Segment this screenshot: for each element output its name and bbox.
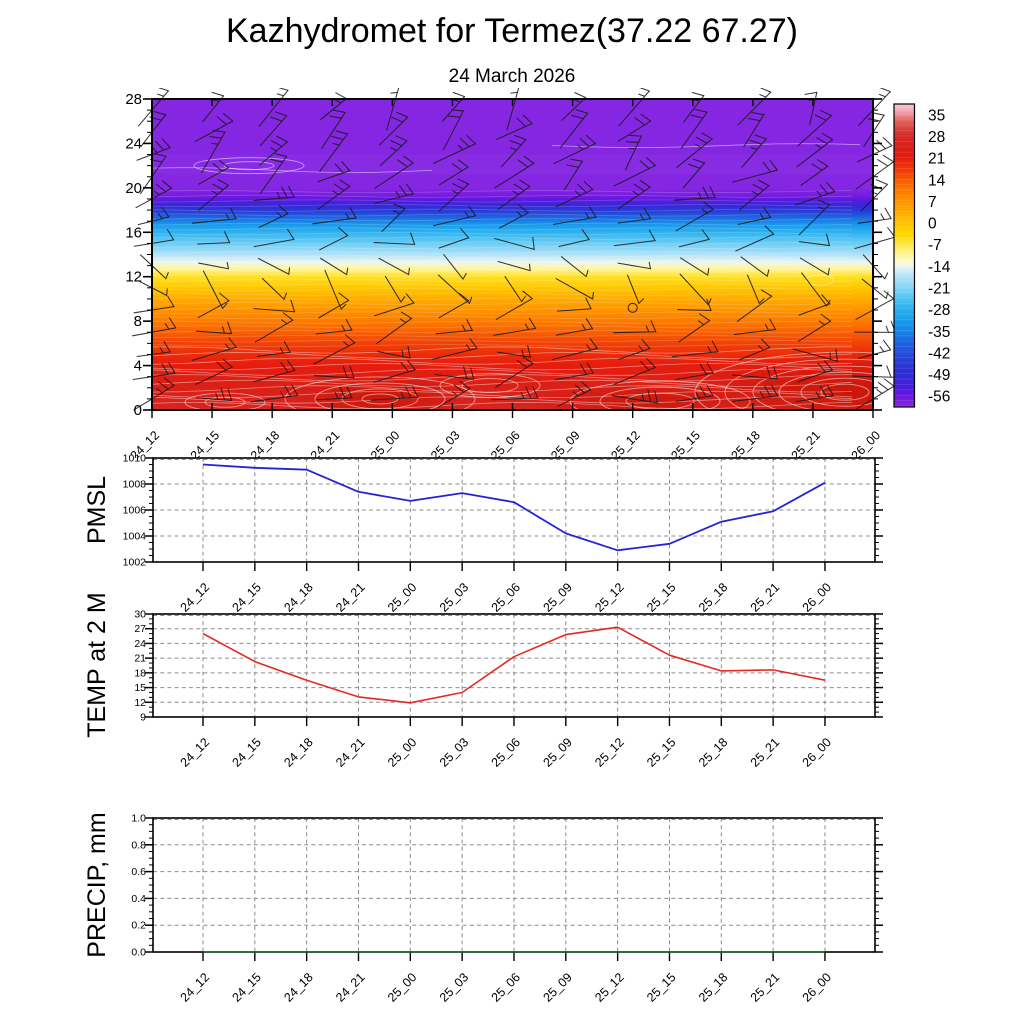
cross-ytick-label: 28 (125, 91, 142, 108)
axes (145, 817, 883, 961)
time-tick-label: 25_03 (437, 970, 472, 1005)
colorbar-tick-label: 35 (928, 107, 945, 124)
y-tick-label: 0.2 (131, 920, 146, 932)
y-tick-label: 0.6 (131, 866, 146, 878)
y-tick-label: 18 (134, 667, 146, 679)
y-tick-label: 1006 (123, 505, 147, 517)
colorbar-tick-label: -35 (928, 324, 950, 341)
precip-panel: 0.0 0.2 0.4 0.6 0.8 1.0 24_12 24_15 24_18 24_21 25… (131, 813, 883, 1005)
y-tick-label: 1.0 (131, 813, 146, 825)
time-tick-label: 25_09 (540, 970, 575, 1005)
y-tick-label: 12 (134, 697, 146, 709)
time-tick-label: 24_12 (178, 970, 213, 1005)
colorbar-tick-label: 21 (928, 151, 945, 168)
time-tick-label: 25_00 (385, 970, 420, 1005)
time-tick-label: 24_18 (281, 735, 316, 768)
colorbar-tick-label: 28 (928, 129, 945, 146)
colorbar-tick-label: 14 (928, 172, 946, 189)
gridlines (153, 458, 875, 562)
time-tick-label: 25_15 (644, 735, 679, 768)
temp-at-2m-line (202, 626, 826, 704)
time-tick-label: 24_21 (333, 735, 368, 768)
time-tick-label: 25_18 (696, 970, 731, 1005)
time-tick-label: 25_00 (385, 735, 420, 768)
cross-ytick-label: 20 (125, 180, 142, 197)
page-title: Kazhydromet for Termez(37.22 67.27) (226, 12, 798, 50)
cross-ytick-label: 8 (134, 313, 142, 330)
pmsl-line (202, 463, 826, 552)
cross-ytick-label: 4 (134, 358, 142, 375)
colorbar-tick-label: -21 (928, 280, 950, 297)
tick-labels: 0.0 0.2 0.4 0.6 0.8 1.0 24_12 24_15 24_18 24_21 25… (131, 813, 834, 1005)
time-tick-label: 25_21 (748, 735, 783, 768)
time-tick-label: 24_21 (333, 970, 368, 1005)
y-tick-label: 1010 (123, 453, 147, 465)
time-tick-label: 25_21 (748, 970, 783, 1005)
colorbar-tick-label: -49 (928, 367, 950, 384)
temperature-field (152, 99, 873, 410)
colorbar-tick-label: -14 (928, 259, 951, 276)
y-tick-label: 0.0 (131, 947, 146, 959)
wind-barbs-layer (132, 88, 899, 411)
y-tick-label: 21 (134, 653, 146, 665)
time-tick-label: 25_06 (489, 970, 524, 1005)
y-tick-label: 15 (134, 682, 146, 694)
y-tick-label: 24 (134, 638, 146, 650)
time-tick-label: 25_12 (592, 970, 627, 1005)
time-tick-label: 26_00 (800, 735, 835, 768)
colorbar-tick-label: -7 (928, 237, 942, 254)
colorbar-tick-label: 7 (928, 194, 937, 211)
time-tick-label: 25_15 (644, 970, 679, 1005)
time-tick-label: 26_00 (800, 970, 835, 1005)
time-tick-label: 25_03 (437, 735, 472, 768)
gridlines (153, 818, 875, 952)
date-subtitle: 24 March 2026 (448, 66, 576, 87)
y-tick-label: 1002 (123, 557, 147, 569)
cross-axes (143, 98, 882, 418)
cross-ytick-label: 16 (125, 224, 142, 241)
axes (145, 613, 883, 726)
time-tick-label: 25_12 (592, 735, 627, 768)
tick-labels: 9 12 15 18 21 24 27 30 24_12 24_15 24_18 24_21 25_00… (134, 609, 834, 769)
time-tick-label: 24_18 (281, 970, 316, 1005)
colorbar-tick-label: -56 (928, 389, 950, 406)
colorbar: 35 28 21 14 7 0 -7 -14 -21 -28 -35 -42 -49 -56 (893, 103, 951, 408)
colorbar-tick-label: -42 (928, 345, 950, 362)
y-tick-label: 1008 (123, 479, 147, 491)
colorbar-tick-label: -28 (928, 302, 950, 319)
temp-panel: 9 12 15 18 21 24 27 30 24_12 24_15 24_18 24_21 25_00… (134, 609, 883, 769)
cross-ytick-label: 0 (134, 402, 142, 419)
time-tick-label: 24_15 (229, 735, 264, 768)
time-tick-label: 25_06 (489, 735, 524, 768)
time-tick-label: 24_12 (178, 735, 213, 768)
cross-ytick-label: 24 (125, 135, 142, 152)
y-tick-label: 1004 (123, 531, 147, 543)
time-tick-label: 25_18 (696, 735, 731, 768)
y-tick-label: 30 (134, 609, 146, 621)
time-tick-label: 25_09 (540, 735, 575, 768)
time-tick-label: 24_15 (229, 970, 264, 1005)
cross-ytick-label: 12 (125, 269, 142, 286)
y-tick-label: 9 (140, 712, 146, 724)
gridlines (153, 614, 875, 717)
y-tick-label: 0.8 (131, 839, 146, 851)
y-tick-label: 0.4 (131, 893, 146, 905)
axes (145, 457, 883, 571)
colorbar-tick-label: 0 (928, 216, 937, 233)
y-tick-label: 27 (134, 623, 146, 635)
